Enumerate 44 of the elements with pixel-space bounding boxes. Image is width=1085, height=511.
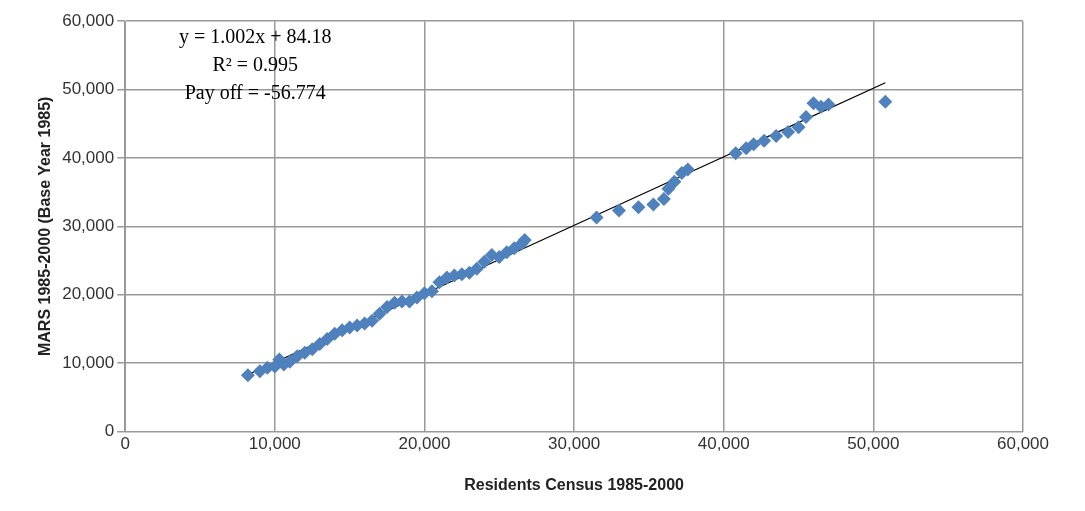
x-tick-label: 20,000 <box>398 434 451 454</box>
x-tick-label: 0 <box>120 434 130 454</box>
y-tick-label: 50,000 <box>62 79 115 99</box>
y-tick-label: 0 <box>104 421 115 441</box>
point <box>769 129 784 144</box>
annotation: R² = 0.995 <box>212 53 299 76</box>
point <box>320 332 335 347</box>
point <box>878 94 893 109</box>
y-tick-label: 10,000 <box>62 352 115 372</box>
y-axis-title: MARS 1985-2000 (Base Year 1985) <box>36 96 54 357</box>
point <box>781 124 796 139</box>
point <box>477 254 492 269</box>
point <box>365 313 380 328</box>
x-tick-label: 30,000 <box>548 434 601 454</box>
point <box>646 197 661 212</box>
point <box>661 181 676 196</box>
point <box>611 203 626 218</box>
point <box>799 109 814 124</box>
point <box>791 120 806 135</box>
point <box>728 146 743 161</box>
point <box>240 368 255 383</box>
y-tick-label: 60,000 <box>62 10 115 30</box>
point <box>631 200 646 215</box>
point <box>312 336 327 351</box>
x-tick-label: 40,000 <box>697 434 750 454</box>
x-tick-label: 50,000 <box>847 434 900 454</box>
annotation: y = 1.002x + 84.18 <box>178 25 332 49</box>
x-tick-label: 10,000 <box>248 434 301 454</box>
point <box>517 232 532 247</box>
point <box>305 342 320 357</box>
annotation: Pay off = -56.774 <box>184 81 326 105</box>
point <box>667 174 682 189</box>
y-tick-label: 20,000 <box>62 284 115 304</box>
point <box>746 137 761 152</box>
y-tick-label: 30,000 <box>62 215 115 235</box>
x-tick-label: 60,000 <box>997 434 1049 454</box>
point <box>372 306 387 321</box>
point <box>469 261 484 276</box>
y-tick-label: 40,000 <box>62 147 115 167</box>
point <box>656 191 671 206</box>
point <box>589 210 604 225</box>
point <box>821 97 836 112</box>
point <box>757 133 772 148</box>
x-axis-title: Residents Census 1985-2000 <box>464 475 685 493</box>
